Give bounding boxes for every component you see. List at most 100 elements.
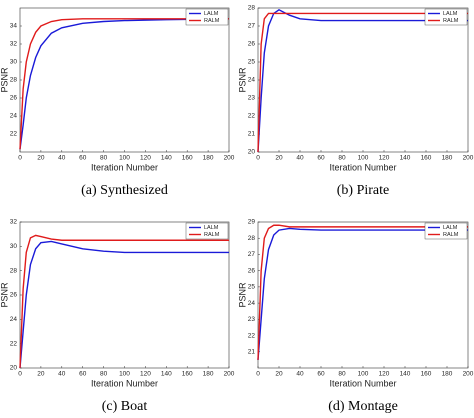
y-axis-label: PSNR	[0, 282, 9, 308]
x-axis-label: Iteration Number	[329, 162, 396, 172]
y-axis-label: PSNR	[237, 67, 247, 93]
x-tick-label: 80	[338, 155, 346, 162]
y-tick-label: 23	[248, 316, 256, 323]
y-tick-label: 22	[10, 340, 18, 347]
x-tick-label: 120	[140, 155, 151, 162]
y-axis-label: PSNR	[237, 282, 247, 308]
x-tick-label: 160	[182, 371, 193, 378]
y-tick-label: 30	[10, 59, 18, 66]
y-tick-label: 24	[248, 77, 256, 84]
x-tick-label: 0	[18, 371, 22, 378]
x-tick-label: 200	[224, 155, 235, 162]
series-line	[19, 18, 229, 150]
y-tick-label: 24	[10, 316, 18, 323]
y-tick-label: 24	[10, 113, 18, 120]
series-line	[257, 224, 468, 360]
y-tick-label: 22	[248, 113, 256, 120]
x-tick-label: 60	[317, 155, 325, 162]
y-tick-label: 30	[10, 243, 18, 250]
series-line	[19, 18, 230, 150]
series-line	[257, 227, 468, 360]
y-tick-label: 22	[10, 131, 18, 138]
y-tick-label: 21	[248, 131, 256, 138]
x-axis-label: Iteration Number	[91, 162, 158, 172]
y-tick-label: 23	[248, 95, 256, 102]
y-tick-label: 25	[248, 284, 256, 291]
x-tick-label: 0	[256, 371, 260, 378]
x-tick-label: 80	[338, 371, 346, 378]
x-tick-label: 40	[296, 155, 304, 162]
y-tick-label: 34	[10, 23, 18, 30]
x-tick-label: 60	[79, 155, 87, 162]
series-line	[257, 12, 468, 153]
y-tick-label: 32	[10, 219, 18, 226]
legend-label: RALM	[204, 18, 220, 24]
legend-label: RALM	[443, 18, 459, 24]
x-tick-label: 200	[463, 155, 474, 162]
plot-frame	[19, 7, 230, 153]
y-tick-label: 26	[10, 95, 18, 102]
x-tick-label: 20	[37, 155, 45, 162]
x-tick-label: 120	[379, 371, 390, 378]
x-tick-label: 180	[203, 155, 214, 162]
x-tick-label: 60	[317, 371, 325, 378]
x-tick-label: 40	[58, 155, 66, 162]
series-line	[19, 240, 229, 369]
x-tick-label: 140	[161, 155, 172, 162]
x-tick-label: 160	[182, 155, 193, 162]
y-tick-label: 27	[248, 23, 256, 30]
legend-label: LALM	[204, 11, 219, 17]
y-tick-label: 28	[248, 5, 256, 12]
series-line	[257, 8, 468, 153]
plot-frame	[19, 221, 230, 369]
x-tick-label: 0	[256, 155, 260, 162]
x-tick-label: 40	[296, 371, 304, 378]
plot-frame	[257, 7, 469, 153]
x-tick-label: 160	[421, 155, 432, 162]
x-tick-label: 100	[358, 371, 369, 378]
x-tick-label: 100	[119, 155, 130, 162]
x-tick-label: 180	[442, 371, 453, 378]
x-tick-label: 140	[161, 371, 172, 378]
x-tick-label: 60	[79, 371, 87, 378]
x-tick-label: 160	[421, 371, 432, 378]
x-tick-label: 120	[379, 155, 390, 162]
x-tick-label: 20	[275, 371, 283, 378]
caption: (b) Pirate	[337, 183, 389, 198]
y-tick-label: 28	[10, 77, 18, 84]
x-tick-label: 100	[358, 155, 369, 162]
y-tick-label: 29	[248, 219, 256, 226]
y-tick-label: 21	[248, 348, 256, 355]
caption: (d) Montage	[328, 399, 398, 414]
legend-label: RALM	[204, 232, 220, 238]
y-tick-label: 28	[248, 235, 256, 242]
x-tick-label: 140	[400, 155, 411, 162]
x-tick-label: 0	[18, 155, 22, 162]
x-axis-label: Iteration Number	[329, 378, 396, 388]
legend-label: LALM	[443, 225, 458, 231]
y-tick-label: 24	[248, 300, 256, 307]
y-tick-label: 32	[10, 41, 18, 48]
x-tick-label: 80	[100, 155, 108, 162]
x-tick-label: 200	[463, 371, 474, 378]
x-tick-label: 180	[203, 371, 214, 378]
x-tick-label: 20	[37, 371, 45, 378]
legend-label: LALM	[443, 11, 458, 17]
legend-label: LALM	[204, 225, 219, 231]
series-line	[19, 234, 229, 369]
y-tick-label: 20	[248, 149, 256, 156]
x-tick-label: 80	[100, 371, 108, 378]
y-tick-label: 25	[248, 59, 256, 66]
x-tick-label: 140	[400, 371, 411, 378]
y-tick-label: 27	[248, 251, 256, 258]
y-tick-label: 28	[10, 267, 18, 274]
y-tick-label: 26	[248, 41, 256, 48]
plot-frame	[257, 221, 469, 369]
caption: (c) Boat	[102, 399, 148, 414]
x-tick-label: 180	[442, 155, 453, 162]
y-tick-label: 22	[248, 332, 256, 339]
x-tick-label: 120	[140, 371, 151, 378]
x-tick-label: 40	[58, 371, 66, 378]
y-tick-label: 20	[10, 365, 18, 372]
